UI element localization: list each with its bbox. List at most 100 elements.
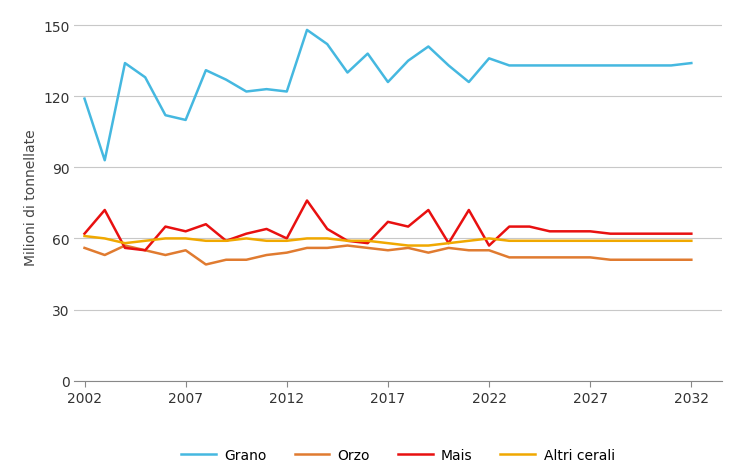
Mais — [161, 224, 170, 230]
Orzo — [606, 258, 615, 263]
Altri cerali — [606, 238, 615, 244]
Altri cerali — [586, 238, 594, 244]
Mais — [323, 227, 332, 232]
Grano — [161, 113, 170, 119]
Mais — [202, 222, 211, 228]
Grano — [647, 63, 655, 69]
Mais — [687, 231, 696, 237]
Orzo — [202, 262, 211, 268]
Grano — [687, 61, 696, 67]
Grano — [323, 42, 332, 48]
Mais — [505, 224, 514, 230]
Altri cerali — [303, 236, 312, 242]
Orzo — [242, 258, 251, 263]
Orzo — [586, 255, 594, 261]
Grano — [626, 63, 635, 69]
Y-axis label: Milioni di tonnellate: Milioni di tonnellate — [24, 129, 38, 266]
Altri cerali — [202, 238, 211, 244]
Orzo — [565, 255, 574, 261]
Mais — [282, 236, 291, 242]
Grano — [444, 63, 453, 69]
Altri cerali — [121, 241, 129, 247]
Grano — [182, 118, 190, 124]
Altri cerali — [282, 238, 291, 244]
Altri cerali — [100, 236, 109, 242]
Altri cerali — [363, 238, 372, 244]
Altri cerali — [80, 234, 89, 239]
Mais — [100, 208, 109, 213]
Altri cerali — [626, 238, 635, 244]
Mais — [182, 229, 190, 235]
Grano — [464, 80, 473, 86]
Grano — [424, 45, 433, 50]
Orzo — [383, 248, 392, 254]
Orzo — [323, 246, 332, 251]
Orzo — [141, 248, 150, 254]
Grano — [242, 89, 251, 95]
Mais — [424, 208, 433, 213]
Altri cerali — [647, 238, 655, 244]
Grano — [202, 68, 211, 74]
Legend: Grano, Orzo, Mais, Altri cerali: Grano, Orzo, Mais, Altri cerali — [176, 443, 620, 468]
Mais — [80, 231, 89, 237]
Grano — [121, 61, 129, 67]
Grano — [667, 63, 676, 69]
Orzo — [505, 255, 514, 261]
Orzo — [464, 248, 473, 254]
Orzo — [303, 246, 312, 251]
Altri cerali — [383, 241, 392, 247]
Mais — [667, 231, 676, 237]
Mais — [303, 198, 312, 204]
Altri cerali — [141, 238, 150, 244]
Orzo — [222, 258, 231, 263]
Mais — [444, 241, 453, 247]
Mais — [565, 229, 574, 235]
Orzo — [545, 255, 554, 261]
Mais — [586, 229, 594, 235]
Orzo — [262, 253, 271, 258]
Altri cerali — [667, 238, 676, 244]
Altri cerali — [182, 236, 190, 242]
Grano — [282, 89, 291, 95]
Altri cerali — [525, 238, 534, 244]
Altri cerali — [323, 236, 332, 242]
Orzo — [80, 246, 89, 251]
Mais — [545, 229, 554, 235]
Mais — [647, 231, 655, 237]
Altri cerali — [161, 236, 170, 242]
Altri cerali — [484, 236, 493, 242]
Mais — [525, 224, 534, 230]
Grano — [383, 80, 392, 86]
Grano — [404, 59, 413, 64]
Altri cerali — [565, 238, 574, 244]
Altri cerali — [222, 238, 231, 244]
Mais — [383, 219, 392, 225]
Altri cerali — [404, 243, 413, 249]
Mais — [262, 227, 271, 232]
Altri cerali — [424, 243, 433, 249]
Altri cerali — [444, 241, 453, 247]
Mais — [484, 243, 493, 249]
Altri cerali — [464, 238, 473, 244]
Grano — [586, 63, 594, 69]
Altri cerali — [545, 238, 554, 244]
Mais — [464, 208, 473, 213]
Line: Grano: Grano — [85, 31, 691, 161]
Orzo — [404, 246, 413, 251]
Altri cerali — [687, 238, 696, 244]
Grano — [525, 63, 534, 69]
Altri cerali — [242, 236, 251, 242]
Grano — [484, 56, 493, 62]
Orzo — [424, 250, 433, 256]
Mais — [222, 238, 231, 244]
Mais — [404, 224, 413, 230]
Orzo — [161, 253, 170, 258]
Orzo — [182, 248, 190, 254]
Altri cerali — [343, 238, 352, 244]
Orzo — [100, 253, 109, 258]
Grano — [343, 70, 352, 76]
Orzo — [484, 248, 493, 254]
Mais — [242, 231, 251, 237]
Orzo — [363, 246, 372, 251]
Altri cerali — [505, 238, 514, 244]
